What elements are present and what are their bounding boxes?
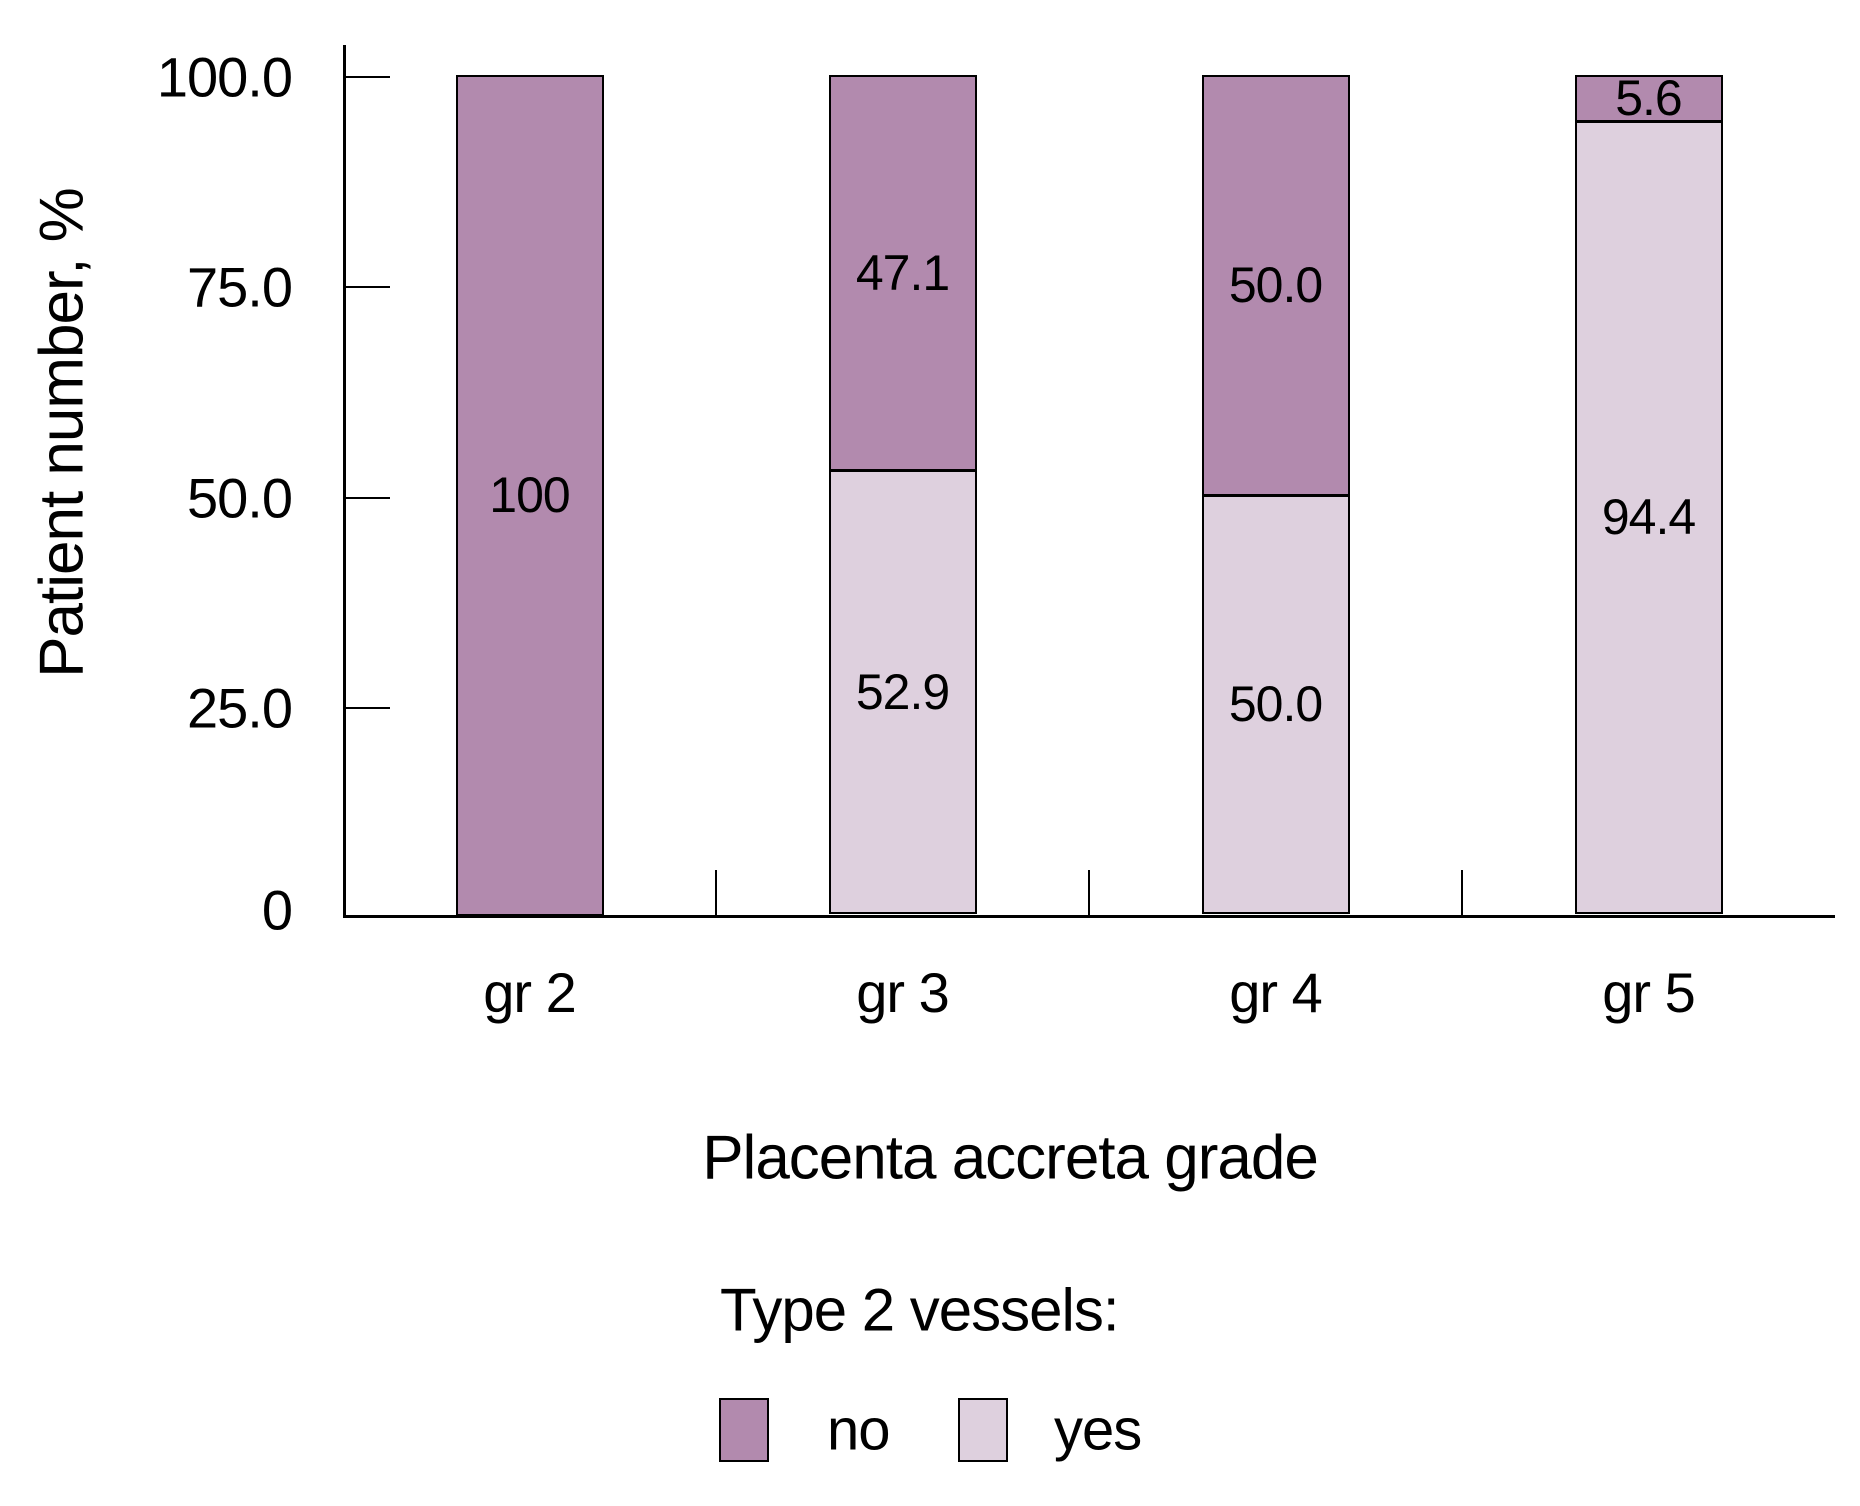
category-label: gr 2 xyxy=(483,961,577,1024)
legend-title: Type 2 vessels: xyxy=(720,1276,1120,1344)
segment-value-label: 47.1 xyxy=(855,244,950,301)
legend-label-no: no xyxy=(827,1397,891,1463)
segment-no: 5.6 xyxy=(1574,70,1723,127)
x-boundary-tick xyxy=(715,870,717,915)
plot-area: 100 47.1 52.9 50.0 50.0 5.6 94.4 xyxy=(343,45,1835,918)
x-boundary-tick xyxy=(1461,870,1463,915)
legend: no yes xyxy=(0,1397,1860,1463)
y-tick-label: 75.0 xyxy=(187,255,293,319)
y-tick-label: 25.0 xyxy=(187,676,293,740)
y-tick-mark xyxy=(343,496,390,499)
bar-slot: 47.1 52.9 xyxy=(716,45,1089,918)
segment-yes: 52.9 xyxy=(828,469,977,914)
category-label: gr 5 xyxy=(1602,961,1696,1024)
x-boundary-tick xyxy=(1088,870,1090,915)
stacked-bar-gr-3: 47.1 52.9 xyxy=(828,75,977,916)
x-axis-title: Placenta accreta grade xyxy=(702,1123,1319,1193)
y-axis-line xyxy=(343,45,346,918)
segment-value-label: 5.6 xyxy=(1615,70,1683,127)
stacked-bar-gr-5: 5.6 94.4 xyxy=(1574,70,1723,916)
y-tick-mark xyxy=(343,706,390,709)
category-labels-row: gr 2 gr 3 gr 4 gr 5 xyxy=(343,963,1835,1023)
bars-layer: 100 47.1 52.9 50.0 50.0 5.6 94.4 xyxy=(343,45,1835,918)
segment-value-label: 52.9 xyxy=(855,663,950,720)
segment-value-label: 50.0 xyxy=(1228,256,1323,313)
legend-swatch-yes xyxy=(958,1398,1008,1462)
legend-label-yes: yes xyxy=(1054,1397,1142,1463)
bar-slot: 5.6 94.4 xyxy=(1462,45,1835,918)
stacked-bar-gr-4: 50.0 50.0 xyxy=(1201,75,1350,916)
x-axis-line xyxy=(343,915,1835,918)
y-tick-mark xyxy=(343,286,390,289)
segment-value-label: 100 xyxy=(489,467,570,523)
bar-slot: 50.0 50.0 xyxy=(1089,45,1462,918)
segment-value-label: 94.4 xyxy=(1601,489,1696,546)
segment-yes: 94.4 xyxy=(1574,120,1723,914)
y-tick-mark xyxy=(343,76,390,78)
y-tick-label: 50.0 xyxy=(187,466,293,529)
y-tick-label: 0 xyxy=(261,878,293,942)
segment-no: 100 xyxy=(455,75,604,916)
category-label: gr 4 xyxy=(1229,961,1323,1024)
segment-no: 50.0 xyxy=(1201,75,1350,496)
bar-slot: 100 xyxy=(343,45,716,918)
segment-yes: 50.0 xyxy=(1201,493,1350,914)
segment-value-label: 50.0 xyxy=(1228,675,1323,732)
y-tick-label: 100.0 xyxy=(156,45,293,109)
segment-no: 47.1 xyxy=(828,75,977,472)
legend-swatch-no xyxy=(719,1398,769,1462)
stacked-bar-gr-2: 100 xyxy=(455,75,604,916)
category-label: gr 3 xyxy=(856,961,950,1024)
